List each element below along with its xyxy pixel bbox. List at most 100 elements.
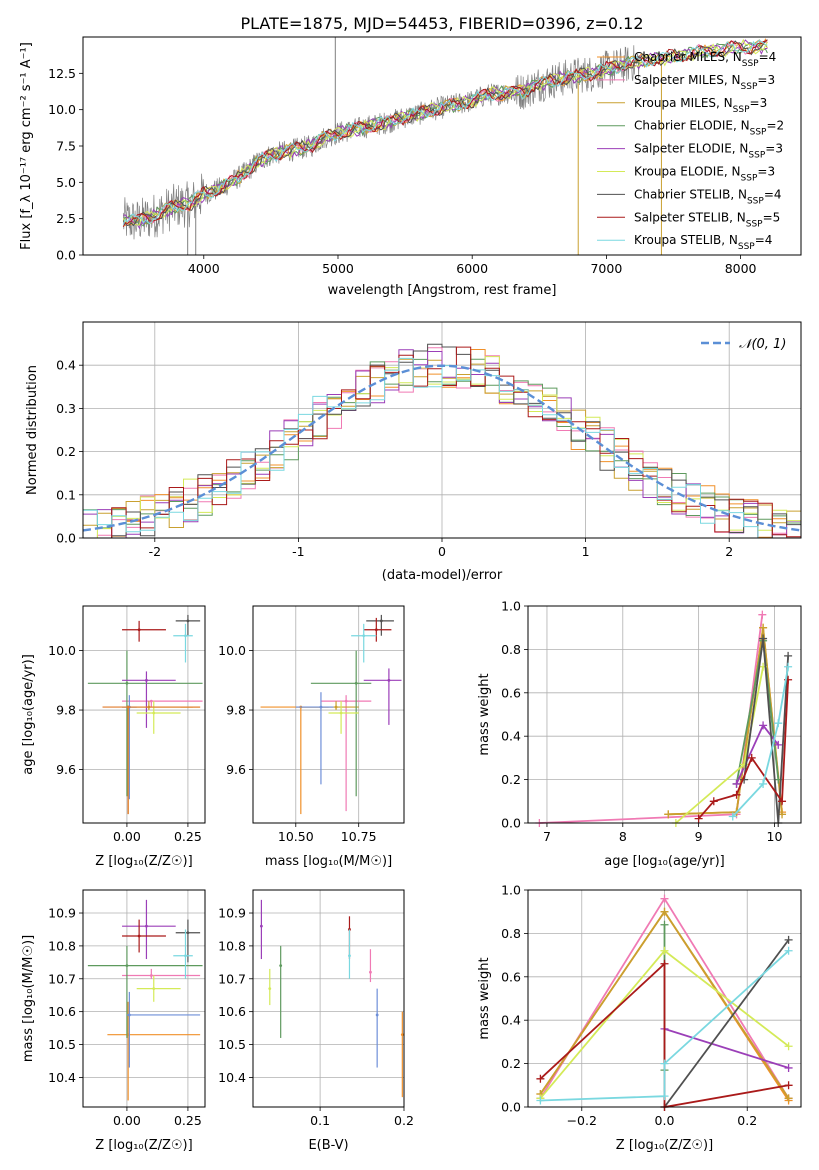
y-tick-label: 0.2: [56, 444, 76, 459]
data-point: [186, 619, 190, 623]
x-tick-label: 5000: [322, 261, 354, 276]
y-tick-label: 0.1: [56, 487, 76, 502]
weight-marker: [759, 721, 768, 730]
weight-marker: [660, 1092, 669, 1101]
residual-histogram-step: [83, 349, 801, 539]
y-axis-label: Flux [f_λ 10⁻¹⁷ erg cm⁻² s⁻¹ A⁻¹]: [19, 42, 34, 250]
data-point: [279, 964, 283, 968]
y-tick-label: 9.8: [226, 703, 246, 718]
data-point: [127, 1013, 131, 1017]
mass-vs-ebv-panel: 0.1 0.2 10.4 10.5 10.6 10.7 10.8 10.9 E(B-V): [218, 889, 414, 1153]
legend-entry: Kroupa STELIB, NSSP=4: [634, 233, 772, 252]
weight-marker: [694, 814, 703, 823]
y-axis-label: age [log₁₀(age/yr)]: [21, 654, 36, 775]
observed-spectrum-line: [122, 45, 641, 240]
x-tick-label: 0.2: [737, 1113, 757, 1128]
weight-marker: [784, 1042, 793, 1051]
weight-marker: [784, 935, 793, 944]
y-tick-label: 9.6: [226, 762, 246, 777]
axes-frame: [252, 605, 405, 824]
x-axis-label: E(B-V): [308, 1138, 348, 1153]
x-tick-label: -1: [292, 544, 304, 559]
spectrum-plot-area: [122, 37, 768, 255]
y-tick-label: 10.0: [218, 643, 246, 658]
weight-series-line: [540, 950, 790, 1102]
weight-marker: [660, 1059, 669, 1068]
data-point: [145, 678, 148, 682]
x-axis-label: Z [log₁₀(Z/Z☉)]: [616, 1138, 713, 1153]
x-axis-label: age [log₁₀(age/yr)]: [604, 854, 725, 869]
weight-marker: [784, 946, 793, 955]
data-point: [259, 924, 263, 928]
x-tick-label: 6000: [456, 261, 488, 276]
y-tick-label: 0.4: [501, 729, 521, 744]
x-axis-label: Z [log₁₀(Z/Z☉)]: [95, 1138, 192, 1153]
y-tick-label: 9.6: [56, 762, 76, 777]
data-point: [125, 681, 129, 685]
age-vs-metallicity-panel: 0.00 0.25 9.6 9.8 10.0 Z [log₁₀(Z/Z☉)] age [lo…: [21, 605, 206, 869]
data-point: [137, 934, 141, 938]
x-axis-label: (data-model)/error: [382, 568, 503, 583]
weight-marker: [774, 719, 783, 728]
model-spectrum-line: [122, 39, 768, 228]
weight-marker: [732, 790, 741, 799]
axes-frame: [82, 889, 206, 1108]
y-tick-label: 10.8: [48, 938, 76, 953]
y-axis-label: mass [log₁₀(M/M☉)]: [21, 935, 36, 1062]
data-point: [184, 634, 187, 638]
figure-title: PLATE=1875, MJD=54453, FIBERID=0396, z=0…: [240, 14, 643, 33]
weight-marker: [660, 907, 669, 916]
legend-entry: Salpeter STELIB, NSSP=5: [634, 210, 780, 229]
legend-entry: Kroupa MILES, NSSP=3: [634, 96, 767, 115]
y-tick-label: 0.4: [56, 358, 76, 373]
x-tick-label: 8000: [725, 261, 757, 276]
weight-marker: [660, 920, 669, 929]
x-tick-label: 9: [695, 829, 703, 844]
data-point: [334, 705, 338, 709]
residual-histogram-panel: -2 -1 0 1 2 0.0 0.1 0.2 0.3 0.4 (data-model)/error…: [25, 321, 802, 583]
y-tick-label: 0.0: [56, 248, 76, 263]
x-tick-label: 7: [543, 829, 551, 844]
y-tick-label: 1.0: [501, 883, 521, 898]
weight-series-line: [743, 638, 789, 824]
y-tick-label: 0.4: [501, 1013, 521, 1028]
legend-entry: Salpeter MILES, NSSP=3: [634, 73, 775, 92]
spectrum-panel: 4000 5000 6000 7000 8000 0.0 2.5 5.0 7.5 10.0 12.5…: [19, 36, 802, 298]
y-tick-label: 10.0: [48, 643, 76, 658]
weight-marker: [728, 812, 737, 821]
weight-marker: [784, 1063, 793, 1072]
x-tick-label: 2: [725, 544, 733, 559]
axes-frame: [252, 889, 405, 1108]
x-tick-label: 4000: [188, 261, 220, 276]
legend-entry: Chabrier STELIB, NSSP=4: [634, 187, 782, 206]
y-tick-label: 10.7: [218, 971, 246, 986]
data-point: [137, 628, 141, 632]
weight-series-line: [539, 614, 764, 824]
y-tick-label: 10.5: [48, 1037, 76, 1052]
legend-entry: Chabrier ELODIE, NSSP=2: [634, 119, 784, 138]
data-point: [400, 1033, 404, 1037]
x-tick-label: −0.2: [567, 1113, 597, 1128]
weight-marker: [774, 740, 783, 749]
y-tick-label: 10.6: [48, 1004, 76, 1019]
y-tick-label: 7.5: [56, 139, 76, 154]
data-point: [125, 964, 129, 968]
weight-marker: [759, 623, 768, 632]
weight-marker: [784, 651, 793, 660]
x-tick-label: 0.2: [394, 1113, 414, 1128]
y-axis-label: Normed distribution: [25, 365, 40, 495]
y-axis-label: mass weight: [477, 957, 492, 1039]
age-vs-mass-panel: 10.50 10.75 9.6 9.8 10.0 mass [log₁₀(M/M☉)]: [218, 605, 405, 869]
y-tick-label: 10.4: [48, 1070, 76, 1085]
data-point: [149, 974, 153, 977]
weight-marker: [747, 753, 756, 762]
y-tick-label: 0.3: [56, 401, 76, 416]
weight-series-line: [697, 679, 789, 820]
data-point: [149, 699, 153, 703]
x-tick-label: 10: [767, 829, 783, 844]
weight-marker: [784, 662, 793, 671]
y-tick-label: 0.2: [501, 772, 521, 787]
weight-marker: [759, 634, 768, 643]
